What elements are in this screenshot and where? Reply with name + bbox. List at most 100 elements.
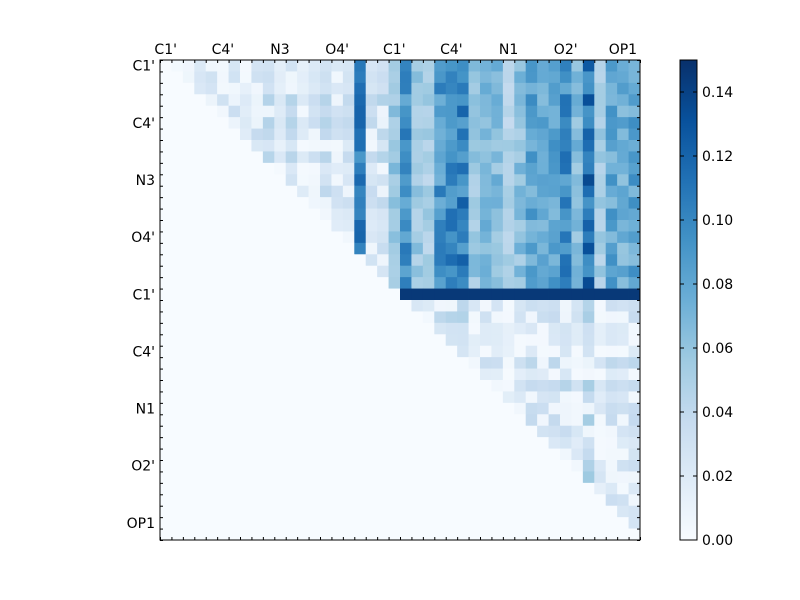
heatmap-cell [571, 311, 584, 324]
heatmap-cell [445, 368, 458, 381]
heatmap-cell [342, 437, 355, 449]
heatmap-cell [502, 380, 515, 392]
heatmap-cell [571, 300, 584, 312]
heatmap-cell [342, 300, 355, 312]
heatmap-cell [308, 242, 321, 255]
heatmap-cell [617, 425, 629, 438]
heatmap-cell [308, 60, 321, 72]
heatmap-cell [468, 448, 481, 461]
heatmap-cell [377, 528, 389, 541]
heatmap-cell [434, 197, 447, 209]
heatmap-cell [274, 425, 287, 438]
heatmap-cell [194, 505, 207, 518]
heatmap-cell [297, 357, 309, 369]
heatmap-cell [571, 220, 584, 232]
heatmap-cell [480, 505, 492, 518]
heatmap-cell [594, 242, 607, 255]
heatmap-cell [160, 345, 172, 358]
heatmap-cell [560, 197, 572, 209]
heatmap-cell [560, 117, 572, 129]
heatmap-cell [171, 345, 184, 358]
heatmap-cell [251, 254, 264, 267]
heatmap-cell [274, 368, 287, 381]
heatmap-cell [228, 185, 241, 198]
heatmap-cell [388, 128, 401, 141]
heatmap-cell [194, 151, 207, 164]
heatmap-cell [274, 208, 287, 221]
heatmap-cell [240, 368, 252, 381]
heatmap-cell [457, 208, 469, 221]
heatmap-cell [251, 414, 264, 427]
heatmap-cell [285, 277, 298, 289]
heatmap-cell [560, 60, 572, 72]
heatmap-cell [354, 185, 367, 198]
heatmap-cell [537, 197, 549, 209]
heatmap-cell [491, 94, 504, 107]
heatmap-cell [617, 517, 629, 529]
heatmap-cell [617, 482, 629, 495]
heatmap-cell [457, 288, 469, 301]
heatmap-cell [400, 105, 412, 118]
heatmap-cell [308, 471, 321, 484]
heatmap-cell [582, 471, 595, 484]
heatmap-cell [331, 82, 344, 95]
heatmap-cell [537, 94, 549, 107]
heatmap-cell [457, 414, 469, 427]
heatmap-cell [548, 71, 561, 84]
heatmap-cell [160, 174, 172, 187]
heatmap-cell [628, 140, 641, 152]
heatmap-cell [194, 94, 207, 107]
heatmap-cell [582, 265, 595, 278]
heatmap-cell [502, 71, 515, 84]
heatmap-cell [217, 300, 229, 312]
heatmap-cell [365, 482, 378, 495]
heatmap-cell [377, 242, 389, 255]
heatmap-cell [331, 311, 344, 324]
heatmap-cell [594, 105, 607, 118]
heatmap-cell [411, 402, 424, 415]
heatmap-cell [342, 482, 355, 495]
heatmap-cell [251, 140, 264, 152]
heatmap-cell [377, 425, 389, 438]
heatmap-cell [342, 460, 355, 472]
heatmap-cell [468, 71, 481, 84]
heatmap-cell [354, 528, 367, 541]
heatmap-cell [194, 105, 207, 118]
heatmap-cell [194, 277, 207, 289]
heatmap-cell [445, 265, 458, 278]
heatmap-cell [502, 300, 515, 312]
heatmap-cell [457, 368, 469, 381]
heatmap-cell [422, 117, 435, 129]
heatmap-cell [205, 437, 218, 449]
heatmap-cell [308, 105, 321, 118]
heatmap-cell [400, 517, 412, 529]
heatmap-cell [365, 174, 378, 187]
heatmap-cell [228, 528, 241, 541]
heatmap-cell [160, 265, 172, 278]
heatmap-cell [182, 494, 195, 507]
heatmap-cell [445, 60, 458, 72]
heatmap-cell [548, 231, 561, 244]
heatmap-cell [411, 425, 424, 438]
heatmap-cell [320, 140, 332, 152]
heatmap-cell [480, 151, 492, 164]
heatmap-cell [274, 220, 287, 232]
heatmap-cell [594, 254, 607, 267]
heatmap-cell [274, 288, 287, 301]
heatmap-cell [400, 528, 412, 541]
heatmap-cell [262, 368, 275, 381]
heatmap-cell [400, 322, 412, 335]
heatmap-cell [514, 448, 527, 461]
heatmap-cell [297, 345, 309, 358]
heatmap-cell [274, 345, 287, 358]
heatmap-cell [468, 311, 481, 324]
heatmap-cell [354, 151, 367, 164]
heatmap-cell [491, 82, 504, 95]
heatmap-cell [445, 174, 458, 187]
heatmap-cell [434, 460, 447, 472]
heatmap-cell [205, 162, 218, 175]
heatmap-cell [262, 60, 275, 72]
heatmap-cell [274, 254, 287, 267]
heatmap-cell [354, 471, 367, 484]
heatmap-cell [548, 471, 561, 484]
